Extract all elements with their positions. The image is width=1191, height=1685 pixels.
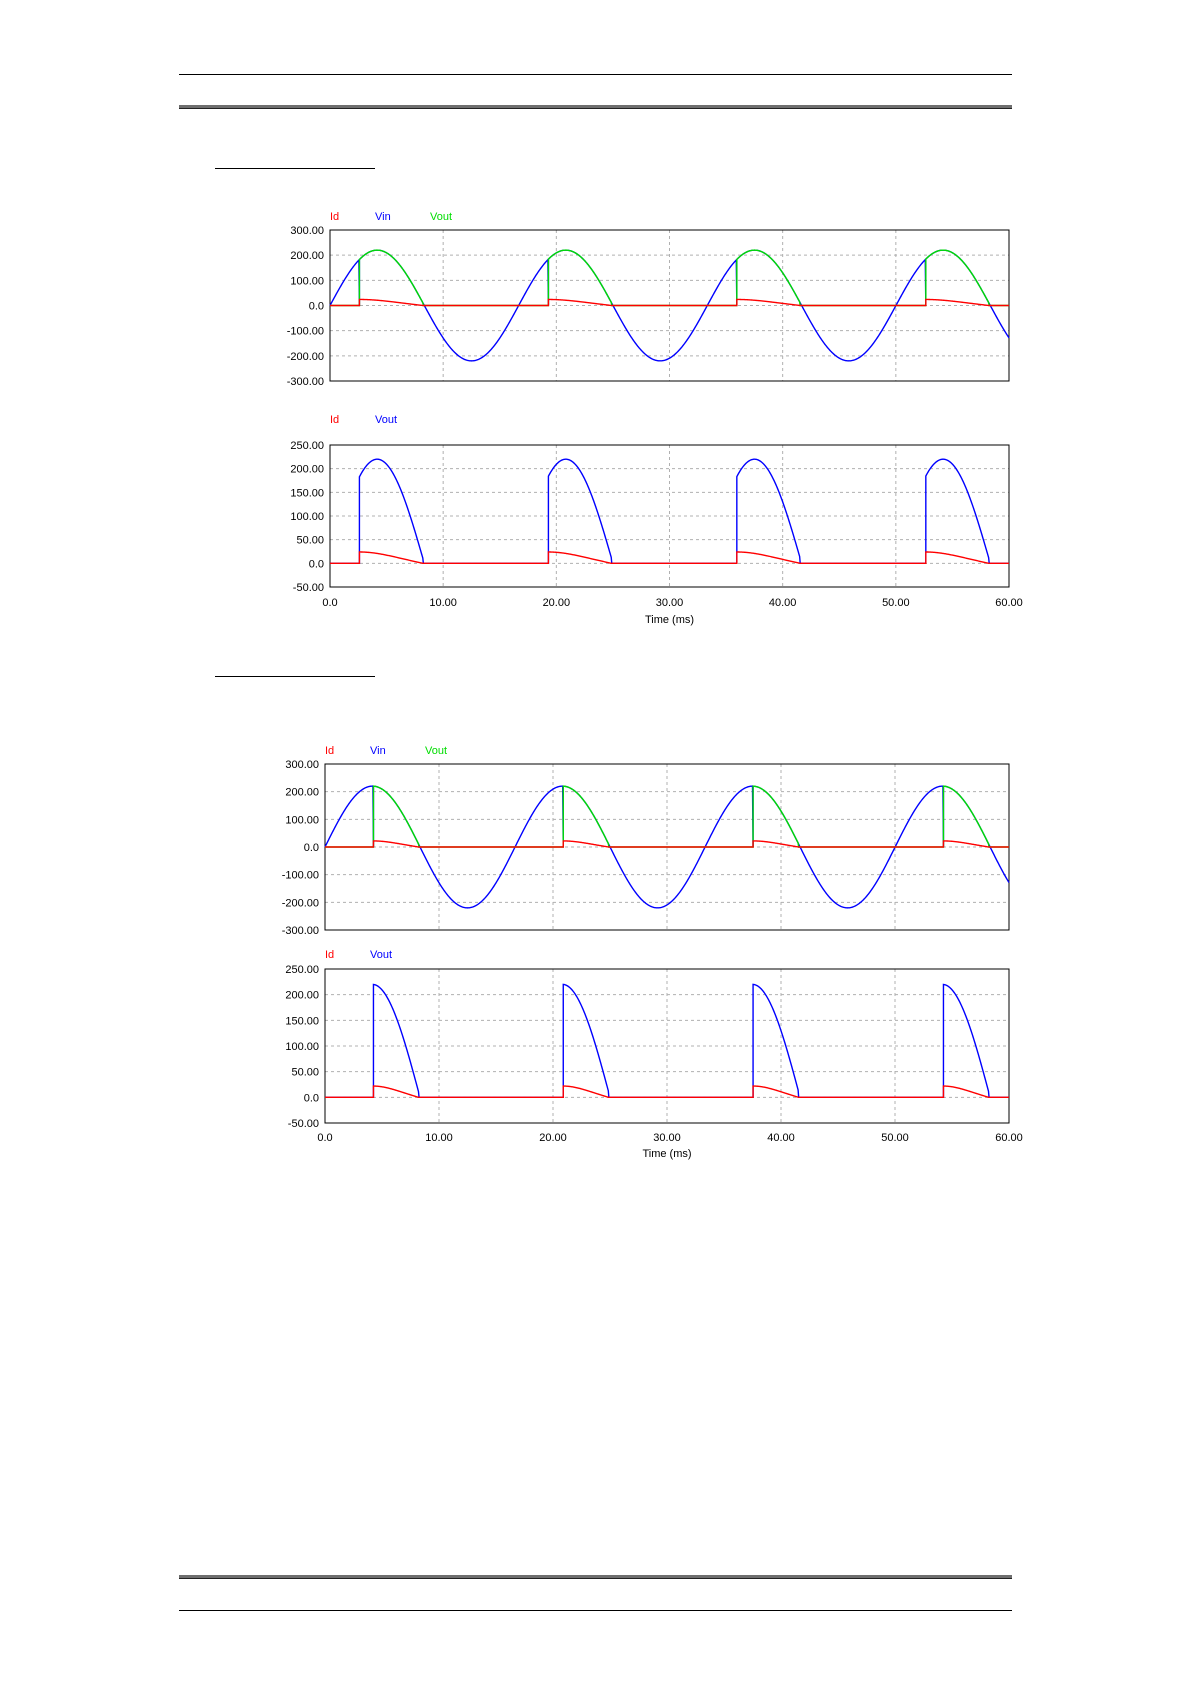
y-tick-label: 200.00	[290, 250, 324, 262]
x-tick-label: 10.00	[429, 597, 457, 609]
x-axis-label: Time (ms)	[642, 1148, 691, 1160]
y-tick-label: -100.00	[282, 870, 319, 882]
y-tick-label: -50.00	[288, 1118, 319, 1130]
section-rule-2	[215, 676, 375, 677]
y-tick-label: 0.0	[304, 1092, 319, 1104]
series-id-line	[325, 1085, 1009, 1099]
series-id-line	[330, 298, 1009, 307]
x-axis-label: Time (ms)	[645, 614, 694, 626]
series-id-line	[325, 840, 1009, 848]
y-tick-label: 200.00	[290, 464, 324, 476]
footer-rule-thin	[179, 1610, 1012, 1611]
footer-rule-thick	[179, 1575, 1012, 1579]
legend-entry: Vin	[375, 211, 391, 223]
y-tick-label: 250.00	[285, 964, 319, 976]
y-tick-label: -50.00	[293, 582, 324, 594]
x-tick-label: 60.00	[995, 597, 1023, 609]
y-tick-label: -200.00	[282, 897, 319, 909]
legend-entry: Vin	[370, 745, 386, 757]
x-tick-label: 0.0	[322, 597, 337, 609]
x-tick-label: 40.00	[767, 1132, 795, 1144]
legend-entry: Id	[325, 745, 334, 757]
series-id-line	[330, 551, 1009, 565]
y-tick-label: 50.00	[296, 535, 324, 547]
section-rule-1	[215, 168, 375, 169]
y-tick-label: -200.00	[287, 351, 324, 363]
header-rule-thin	[179, 74, 1012, 75]
y-tick-label: 100.00	[285, 814, 319, 826]
x-tick-label: 0.0	[317, 1132, 332, 1144]
x-tick-label: 50.00	[881, 1132, 909, 1144]
legend-entry: Vout	[375, 414, 397, 426]
y-tick-label: 100.00	[290, 275, 324, 287]
x-tick-label: 20.00	[543, 597, 571, 609]
legend-entry: Id	[325, 949, 334, 961]
legend-entry: Id	[330, 211, 339, 223]
legend-entry: Id	[330, 414, 339, 426]
x-tick-label: 60.00	[995, 1132, 1023, 1144]
legend-entry: Vout	[430, 211, 452, 223]
y-tick-label: 150.00	[290, 487, 324, 499]
x-tick-label: 20.00	[539, 1132, 567, 1144]
plot-frame	[329, 444, 1010, 588]
y-tick-label: 300.00	[290, 225, 324, 237]
y-tick-label: 200.00	[285, 787, 319, 799]
y-tick-label: 0.0	[304, 842, 319, 854]
y-tick-label: 0.0	[309, 301, 324, 313]
x-tick-label: 40.00	[769, 597, 797, 609]
y-tick-label: 0.0	[309, 558, 324, 570]
y-tick-label: 50.00	[291, 1067, 319, 1079]
y-tick-label: -300.00	[287, 376, 324, 388]
y-tick-label: 250.00	[290, 440, 324, 452]
y-tick-label: -100.00	[287, 326, 324, 338]
legend-entry: Vout	[425, 745, 447, 757]
y-tick-label: -300.00	[282, 925, 319, 937]
x-tick-label: 30.00	[656, 597, 684, 609]
y-tick-label: 150.00	[285, 1015, 319, 1027]
y-tick-label: 100.00	[285, 1041, 319, 1053]
x-tick-label: 10.00	[425, 1132, 453, 1144]
y-tick-label: 100.00	[290, 511, 324, 523]
header-rule-thick	[179, 105, 1012, 109]
y-tick-label: 300.00	[285, 759, 319, 771]
legend-entry: Vout	[370, 949, 392, 961]
x-tick-label: 50.00	[882, 597, 910, 609]
plot-frame	[324, 968, 1010, 1124]
x-tick-label: 30.00	[653, 1132, 681, 1144]
y-tick-label: 200.00	[285, 990, 319, 1002]
